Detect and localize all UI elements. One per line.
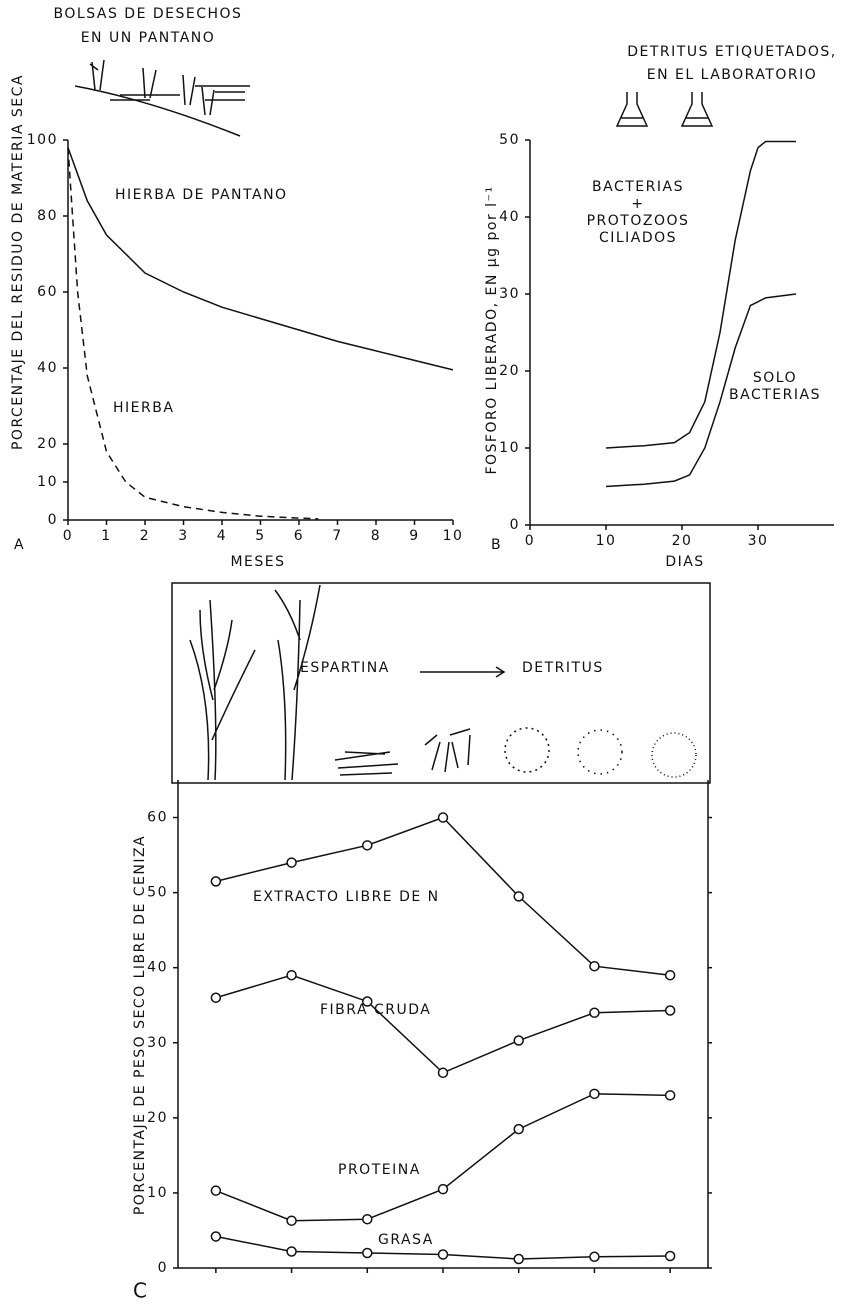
panel-label: C bbox=[133, 1279, 148, 1303]
y-tick-label: 10 bbox=[499, 440, 520, 456]
series-label: PROTOZOOS bbox=[587, 213, 690, 229]
series-label: PROTEINA bbox=[338, 1162, 421, 1178]
data-point bbox=[590, 1008, 599, 1017]
data-point bbox=[666, 1006, 675, 1015]
data-point bbox=[590, 1089, 599, 1098]
y-tick-label: 40 bbox=[147, 960, 168, 976]
data-point bbox=[514, 1036, 523, 1045]
data-point bbox=[211, 877, 220, 886]
annotation: BOLSAS DE DESECHOS bbox=[54, 6, 243, 22]
flask-sketch bbox=[617, 92, 712, 126]
y-tick-label: 20 bbox=[37, 436, 58, 452]
y-tick-label: 0 bbox=[158, 1260, 168, 1276]
x-tick-label: 3 bbox=[178, 528, 188, 544]
x-axis-label: DIAS bbox=[665, 554, 704, 570]
data-point bbox=[287, 858, 296, 867]
y-tick-label: 30 bbox=[499, 286, 520, 302]
data-point bbox=[363, 1248, 372, 1257]
data-point bbox=[514, 1254, 523, 1263]
y-tick-label: 10 bbox=[37, 474, 58, 490]
x-tick-label: 4 bbox=[217, 528, 227, 544]
y-tick-label: 10 bbox=[147, 1185, 168, 1201]
series-label: CILIADOS bbox=[599, 230, 677, 246]
y-tick-label: 30 bbox=[147, 1035, 168, 1051]
data-point bbox=[439, 1185, 448, 1194]
data-point bbox=[590, 1252, 599, 1261]
y-tick-label: 60 bbox=[147, 810, 168, 826]
series-line bbox=[68, 148, 453, 370]
panel-label: A bbox=[14, 537, 25, 553]
x-tick-label: 6 bbox=[294, 528, 304, 544]
x-tick-label: 30 bbox=[748, 533, 769, 549]
y-tick-label: 20 bbox=[147, 1110, 168, 1126]
x-tick-label: 10 bbox=[596, 533, 617, 549]
plant-sketch bbox=[190, 585, 696, 780]
figure: BOLSAS DE DESECHOS EN UN PANTANO DETRITU… bbox=[0, 0, 859, 1310]
annotation: EN UN PANTANO bbox=[81, 30, 216, 46]
series-label: FIBRA CRUDA bbox=[320, 1002, 431, 1018]
data-point bbox=[211, 1232, 220, 1241]
y-tick-label: 0 bbox=[48, 512, 58, 528]
x-tick-label: 20 bbox=[672, 533, 693, 549]
page: BOLSAS DE DESECHOS EN UN PANTANO DETRITU… bbox=[0, 0, 859, 1310]
x-tick-label: 2 bbox=[140, 528, 150, 544]
data-point bbox=[439, 1068, 448, 1077]
y-tick-label: 0 bbox=[510, 517, 520, 533]
data-point bbox=[287, 971, 296, 980]
data-point bbox=[666, 971, 675, 980]
series-label: HIERBA bbox=[113, 400, 174, 416]
data-point bbox=[666, 1251, 675, 1260]
data-point bbox=[439, 813, 448, 822]
data-point bbox=[211, 993, 220, 1002]
y-tick-label: 50 bbox=[499, 132, 520, 148]
data-point bbox=[590, 962, 599, 971]
panel-label: B bbox=[491, 537, 502, 553]
series-label: EXTRACTO LIBRE DE N bbox=[253, 889, 440, 905]
y-tick-label: 60 bbox=[37, 284, 58, 300]
x-tick-label: 7 bbox=[332, 528, 342, 544]
data-point bbox=[439, 1250, 448, 1259]
series-label: HIERBA DE PANTANO bbox=[115, 187, 288, 203]
y-tick-label: 40 bbox=[499, 209, 520, 225]
data-point bbox=[514, 1125, 523, 1134]
data-point bbox=[363, 841, 372, 850]
x-tick-label: 10 bbox=[443, 528, 464, 544]
series-label: SOLO bbox=[753, 370, 797, 386]
x-tick-label: 9 bbox=[409, 528, 419, 544]
data-point bbox=[666, 1091, 675, 1100]
x-tick-label: 8 bbox=[371, 528, 381, 544]
data-point bbox=[211, 1186, 220, 1195]
y-tick-label: 40 bbox=[37, 360, 58, 376]
series-label: + bbox=[631, 196, 644, 212]
series-line bbox=[216, 975, 670, 1073]
x-tick-label: 1 bbox=[101, 528, 111, 544]
series-label: BACTERIAS bbox=[729, 387, 821, 403]
y-tick-label: 20 bbox=[499, 363, 520, 379]
annotation: EN EL LABORATORIO bbox=[647, 67, 818, 83]
x-tick-label: 5 bbox=[255, 528, 265, 544]
data-point bbox=[287, 1216, 296, 1225]
y-axis-label: FOSFORO LIBERADO, EN µg por l⁻¹ bbox=[484, 185, 500, 474]
annotation: ESPARTINA bbox=[300, 660, 390, 676]
y-tick-label: 50 bbox=[147, 885, 168, 901]
x-tick-label: 0 bbox=[63, 528, 73, 544]
series-line bbox=[68, 148, 318, 519]
y-axis-label: PORCENTAJE DEL RESIDUO DE MATERIA SECA bbox=[10, 74, 26, 450]
drawing-panel bbox=[172, 583, 710, 783]
data-point bbox=[363, 1215, 372, 1224]
y-axis-label: PORCENTAJE DE PESO SECO LIBRE DE CENIZA bbox=[132, 835, 148, 1215]
annotation: DETRITUS bbox=[522, 660, 604, 676]
y-tick-label: 100 bbox=[27, 132, 58, 148]
x-tick-label: 0 bbox=[525, 533, 535, 549]
data-point bbox=[287, 1247, 296, 1256]
marsh-sketch bbox=[75, 60, 250, 136]
series-label: BACTERIAS bbox=[592, 179, 684, 195]
y-tick-label: 80 bbox=[37, 208, 58, 224]
data-point bbox=[514, 892, 523, 901]
x-axis-label: MESES bbox=[230, 554, 285, 570]
series-line bbox=[216, 1094, 670, 1221]
annotation: DETRITUS ETIQUETADOS, bbox=[627, 44, 837, 60]
series-label: GRASA bbox=[378, 1232, 434, 1248]
